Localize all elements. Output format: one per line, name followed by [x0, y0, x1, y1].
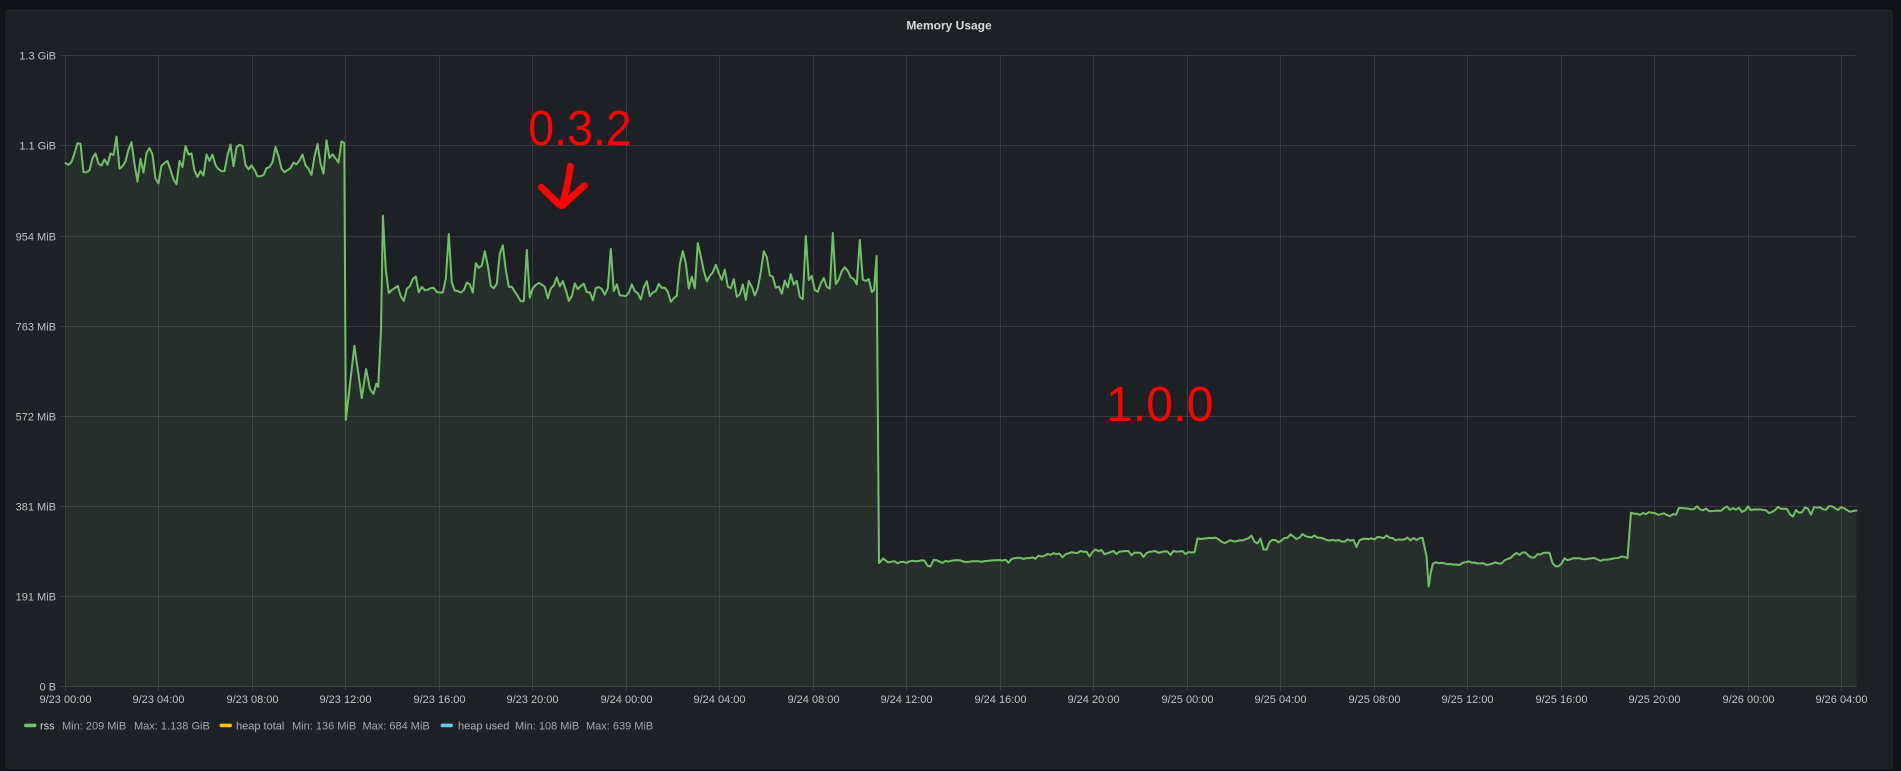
svg-text:9/25 16:00: 9/25 16:00	[1536, 694, 1588, 706]
svg-text:Min: 136 MiB: Min: 136 MiB	[292, 721, 356, 733]
svg-text:9/25 04:00: 9/25 04:00	[1255, 694, 1307, 706]
svg-text:9/24 04:00: 9/24 04:00	[694, 694, 746, 706]
svg-text:954 MiB: 954 MiB	[16, 231, 56, 243]
svg-text:9/26 04:00: 9/26 04:00	[1816, 694, 1868, 706]
svg-text:9/23 04:00: 9/23 04:00	[133, 694, 185, 706]
svg-text:rss: rss	[40, 721, 55, 733]
svg-text:572 MiB: 572 MiB	[16, 411, 56, 423]
svg-text:763 MiB: 763 MiB	[16, 321, 56, 333]
svg-text:191 MiB: 191 MiB	[16, 591, 56, 603]
svg-text:9/23 16:00: 9/23 16:00	[414, 694, 466, 706]
svg-text:Max: 684 MiB: Max: 684 MiB	[363, 721, 430, 733]
svg-text:Max: 639 MiB: Max: 639 MiB	[586, 721, 653, 733]
svg-text:9/25 20:00: 9/25 20:00	[1629, 694, 1681, 706]
svg-text:9/24 20:00: 9/24 20:00	[1068, 694, 1120, 706]
svg-text:9/24 16:00: 9/24 16:00	[975, 694, 1027, 706]
svg-text:Min: 108 MiB: Min: 108 MiB	[515, 721, 579, 733]
svg-text:9/23 20:00: 9/23 20:00	[507, 694, 559, 706]
svg-text:9/26 00:00: 9/26 00:00	[1723, 694, 1775, 706]
svg-text:heap total: heap total	[236, 721, 284, 733]
svg-text:heap used: heap used	[458, 721, 509, 733]
svg-text:9/23 00:00: 9/23 00:00	[40, 694, 92, 706]
svg-text:1.1 GiB: 1.1 GiB	[19, 140, 56, 152]
svg-text:Memory Usage: Memory Usage	[906, 19, 992, 33]
svg-text:9/23 08:00: 9/23 08:00	[227, 694, 279, 706]
svg-text:Min: 209 MiB: Min: 209 MiB	[62, 721, 126, 733]
svg-text:9/25 00:00: 9/25 00:00	[1162, 694, 1214, 706]
svg-text:1.3 GiB: 1.3 GiB	[19, 50, 56, 62]
svg-text:9/24 08:00: 9/24 08:00	[788, 694, 840, 706]
svg-text:381 MiB: 381 MiB	[16, 501, 56, 513]
svg-text:9/25 08:00: 9/25 08:00	[1349, 694, 1401, 706]
svg-text:9/24 00:00: 9/24 00:00	[601, 694, 653, 706]
svg-text:9/25 12:00: 9/25 12:00	[1442, 694, 1494, 706]
svg-text:Max: 1.138 GiB: Max: 1.138 GiB	[134, 721, 210, 733]
svg-text:1.0.0: 1.0.0	[1106, 377, 1214, 432]
svg-text:0 B: 0 B	[39, 681, 56, 693]
svg-text:9/23 12:00: 9/23 12:00	[320, 694, 372, 706]
svg-text:0.3.2: 0.3.2	[528, 101, 632, 156]
svg-text:9/24 12:00: 9/24 12:00	[881, 694, 933, 706]
